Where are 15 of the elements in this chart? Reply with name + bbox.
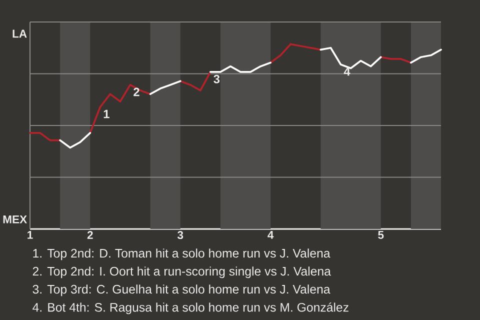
- text: 3. Top 3rd: C. Guelha hit a solo home run vs J. Valena: [32, 284, 330, 296]
- text: MEX: [3, 215, 27, 224]
- annotation: 2: [134, 88, 140, 96]
- x-tick-label: 3: [177, 231, 184, 240]
- annotation: 1: [104, 110, 110, 118]
- text: 2. Top 2nd: I. Oort hit a run-scoring single vs J. Valena: [32, 266, 331, 278]
- x-tick-label: 4: [268, 231, 274, 239]
- x-tick-label: 5: [378, 231, 384, 239]
- text: 4. Bot 4th: S. Ragusa hit a solo home run vs M. González: [32, 302, 348, 314]
- x-tick-label: 1: [28, 231, 33, 239]
- x-tick-label: 2: [87, 231, 93, 239]
- annotation: 4: [344, 67, 350, 76]
- text: LA: [12, 30, 27, 38]
- annotation: 3: [214, 74, 220, 84]
- text: 1. Top 2nd: D. Toman hit a solo home run vs J. Valena: [33, 248, 330, 260]
